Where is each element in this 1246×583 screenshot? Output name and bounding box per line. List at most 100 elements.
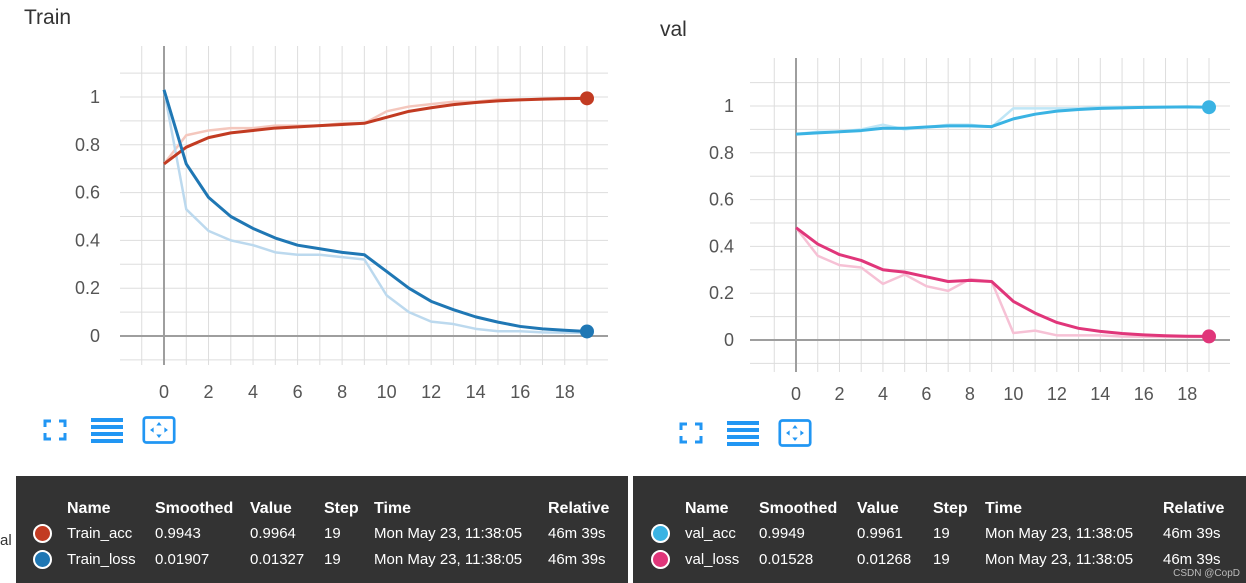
column-header-smoothed: Smoothed <box>759 500 838 517</box>
toggle-y-axis-log-button[interactable] <box>90 415 124 445</box>
series-smoothed-line-Train_loss <box>162 89 588 333</box>
cell-step: 19 <box>324 525 341 542</box>
x-tick-label: 10 <box>377 382 397 402</box>
cell-relative: 46m 39s <box>1163 551 1221 568</box>
toggle-y-axis-log-button[interactable] <box>726 418 760 448</box>
legend-table: CSDN @CopD Name Smoothed Value Step Time Rela… <box>633 476 1246 583</box>
val-chart: 0 2 4 6 8 10 12 14 16 18 0 0.2 0.4 0.6 0.8 1 <box>709 58 1230 404</box>
series-smoothed-line-val_acc <box>795 105 1210 136</box>
cell-name: Train_acc <box>67 525 133 542</box>
series-raw-line-val_loss <box>795 226 1210 339</box>
toggle-y-axis-log-icon <box>727 421 759 446</box>
column-header-value: Value <box>857 500 899 517</box>
x-tick-label: 8 <box>965 384 975 404</box>
chart-title: val <box>660 18 687 41</box>
cell-time: Mon May 23, 11:38:05 <box>374 525 523 542</box>
cell-value: 0.01268 <box>857 551 912 568</box>
cell-step: 19 <box>324 551 341 568</box>
y-tick-label: 1 <box>724 96 734 116</box>
column-header-name: Name <box>685 500 729 517</box>
y-tick-label: 0.6 <box>75 183 100 203</box>
y-tick-label: 0 <box>90 326 100 346</box>
fit-domain-button[interactable] <box>778 418 812 448</box>
column-header-smoothed: Smoothed <box>155 500 234 517</box>
series-end-marker-val_acc <box>1202 100 1216 115</box>
cell-smoothed: 0.9943 <box>155 525 201 542</box>
x-tick-label: 0 <box>159 382 169 402</box>
x-tick-label: 8 <box>337 382 347 402</box>
series-raw-line-Train_loss <box>162 89 588 335</box>
series-color-swatch <box>651 550 670 569</box>
train-chart: 0 2 4 6 8 10 12 14 16 18 0 0.2 0.4 0.6 0.8 1 <box>75 46 608 402</box>
y-tick-label: 1 <box>90 87 100 107</box>
fit-domain-button[interactable] <box>142 415 176 445</box>
y-tick-label: 0.4 <box>709 236 734 256</box>
series-color-swatch <box>651 524 670 543</box>
val-chart-panel: val 0 2 4 6 8 10 12 14 16 18 0 0.2 0.4 0.6 0.8 1 CSDN @… <box>630 0 1246 583</box>
column-header-time: Time <box>374 500 412 517</box>
train-chart-panel: Train 0 2 4 6 8 10 12 14 16 18 0 0.2 0.4 0.6 0.8 1 Name… <box>16 6 628 583</box>
x-tick-label: 6 <box>293 382 303 402</box>
cell-name: Train_loss <box>67 551 136 568</box>
x-tick-label: 14 <box>1090 384 1110 404</box>
column-header-step: Step <box>324 500 359 517</box>
y-tick-label: 0.6 <box>709 190 734 210</box>
stray-label: al <box>0 532 12 549</box>
series-raw-line-Train_acc <box>163 96 588 165</box>
fit-domain-icon <box>142 416 176 444</box>
fullscreen-button[interactable] <box>38 415 72 445</box>
x-tick-label: 16 <box>1134 384 1154 404</box>
chart-toolbar <box>674 418 812 448</box>
cell-step: 19 <box>933 551 950 568</box>
watermark: CSDN @CopD <box>1173 568 1240 579</box>
fit-domain-icon <box>778 419 812 447</box>
column-header-name: Name <box>67 500 111 517</box>
x-tick-label: 2 <box>834 384 844 404</box>
x-tick-label: 4 <box>878 384 888 404</box>
x-tick-label: 18 <box>555 382 575 402</box>
column-header-time: Time <box>985 500 1023 517</box>
grid <box>750 58 1230 372</box>
series-color-swatch <box>33 524 52 543</box>
series-end-marker-val_loss <box>1202 329 1216 344</box>
x-tick-label: 12 <box>421 382 441 402</box>
series-smoothed-line-Train_acc <box>163 96 588 166</box>
cell-value: 0.9964 <box>250 525 296 542</box>
y-tick-label: 0.8 <box>709 143 734 163</box>
series-color-swatch <box>33 550 52 569</box>
cell-value: 0.9961 <box>857 525 903 542</box>
series-end-marker-Train_loss <box>580 324 594 339</box>
x-tick-label: 14 <box>466 382 486 402</box>
x-tick-label: 0 <box>791 384 801 404</box>
column-header-relative: Relative <box>1163 500 1225 517</box>
cell-time: Mon May 23, 11:38:05 <box>985 551 1134 568</box>
column-header-value: Value <box>250 500 292 517</box>
chart-toolbar <box>38 415 176 445</box>
x-tick-label: 2 <box>204 382 214 402</box>
y-tick-label: 0.8 <box>75 135 100 155</box>
cell-relative: 46m 39s <box>548 551 606 568</box>
cell-value: 0.01327 <box>250 551 305 568</box>
y-tick-label: 0.4 <box>75 230 100 250</box>
cell-smoothed: 0.9949 <box>759 525 805 542</box>
column-header-step: Step <box>933 500 968 517</box>
y-tick-label: 0 <box>724 330 734 350</box>
cell-time: Mon May 23, 11:38:05 <box>985 525 1134 542</box>
series-smoothed-line-val_loss <box>795 226 1210 338</box>
y-tick-label: 0.2 <box>75 278 100 298</box>
cell-relative: 46m 39s <box>548 525 606 542</box>
series-end-marker-Train_acc <box>580 91 594 106</box>
x-tick-label: 16 <box>510 382 530 402</box>
fullscreen-icon <box>43 419 67 441</box>
chart-title: Train <box>24 6 72 29</box>
cell-name: val_loss <box>685 551 740 568</box>
fullscreen-icon <box>679 422 703 444</box>
legend-table: Name Smoothed Value Step Time Relative Train_a… <box>16 476 628 583</box>
cell-smoothed: 0.01907 <box>155 551 210 568</box>
grid <box>120 46 608 365</box>
cell-step: 19 <box>933 525 950 542</box>
toggle-y-axis-log-icon <box>91 418 123 443</box>
column-header-relative: Relative <box>548 500 610 517</box>
fullscreen-button[interactable] <box>674 418 708 448</box>
x-tick-label: 10 <box>1003 384 1023 404</box>
